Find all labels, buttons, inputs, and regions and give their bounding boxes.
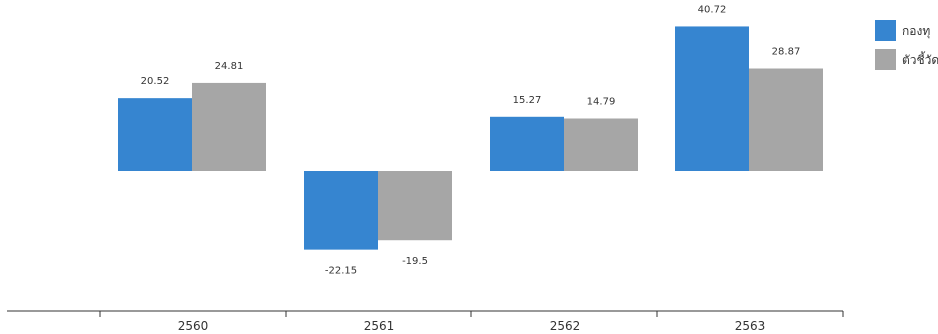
bar-2560-series-2: [192, 82, 266, 171]
data-label: 20.52: [141, 76, 170, 87]
data-label: 40.72: [698, 4, 727, 15]
bar-2563-series-1: [675, 26, 749, 171]
data-labels-group: 20.52 -22.15 15.27 40.72 24.81 -19.5 14.79 28.8…: [141, 4, 801, 276]
data-label: 28.87: [772, 47, 801, 58]
x-tick-label-2560: 2560: [178, 319, 209, 333]
legend: กองทุตัวชี้วัด: [875, 20, 938, 70]
legend-label-series-1: กองทุ: [902, 24, 930, 39]
x-tick-label-2563: 2563: [735, 319, 766, 333]
bar-2562-series-1: [490, 116, 564, 171]
bar-2561-series-1: [304, 171, 378, 250]
legend-label-series-2: ตัวชี้วัด: [902, 51, 938, 67]
bar-2563-series-2: [749, 68, 823, 171]
data-label: 15.27: [513, 95, 542, 106]
x-tick-label-2562: 2562: [550, 319, 581, 333]
data-label: 24.81: [215, 61, 244, 72]
x-axis: 2560 2561 2562 2563: [7, 310, 844, 333]
bar-2562-series-2: [564, 118, 638, 171]
bar-2561-series-2: [378, 171, 452, 241]
data-label: 14.79: [587, 96, 616, 107]
x-tick-label-2561: 2561: [364, 319, 395, 333]
legend-swatch-series-1: [875, 20, 896, 41]
legend-swatch-series-2: [875, 49, 896, 70]
bars-group: [118, 26, 823, 250]
data-label: -19.5: [402, 256, 428, 267]
bar-2560-series-1: [118, 98, 192, 171]
data-label: -22.15: [325, 266, 357, 277]
